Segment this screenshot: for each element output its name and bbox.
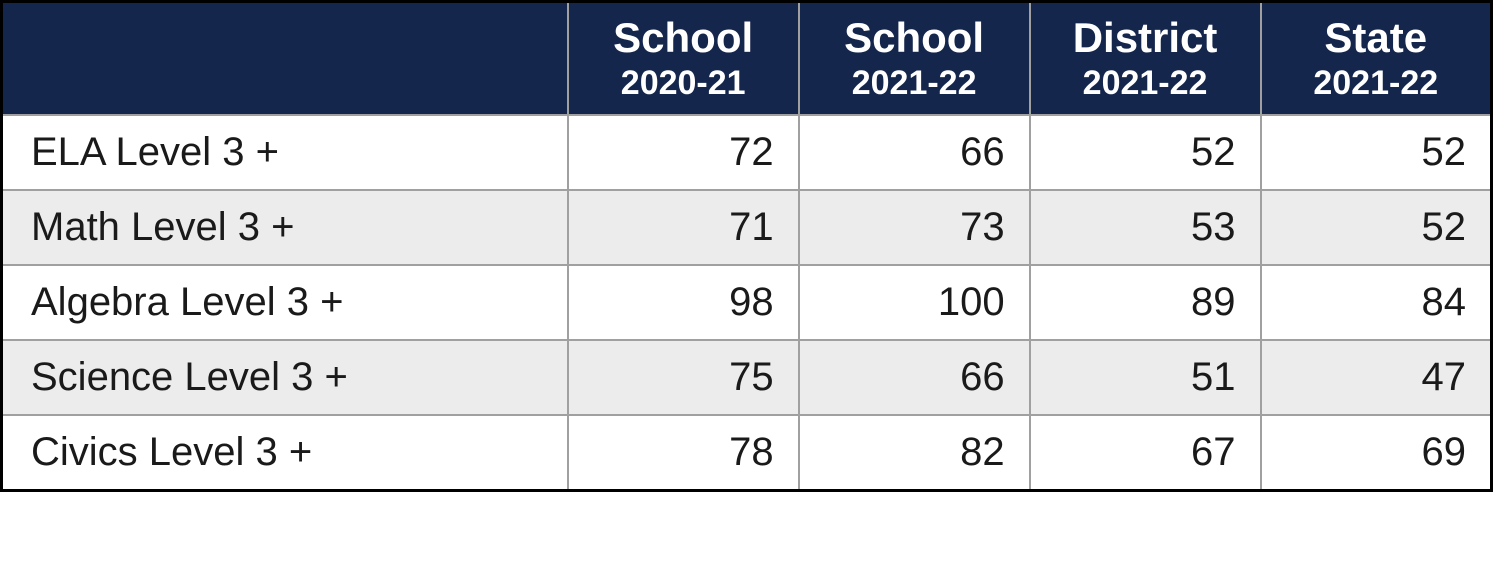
header-row: School 2020-21 School 2021-22 District 2…: [2, 2, 1492, 116]
cell-value: 75: [568, 340, 799, 415]
cell-value: 51: [1030, 340, 1261, 415]
row-label-algebra: Algebra Level 3 +: [2, 265, 568, 340]
header-line2: 2021-22: [1278, 63, 1474, 104]
header-line1: District: [1047, 13, 1244, 63]
header-line1: School: [816, 13, 1013, 63]
row-label-ela: ELA Level 3 +: [2, 115, 568, 190]
header-line1: State: [1278, 13, 1474, 63]
cell-value: 52: [1030, 115, 1261, 190]
header-state-2021-22: State 2021-22: [1261, 2, 1492, 116]
table-header: School 2020-21 School 2021-22 District 2…: [2, 2, 1492, 116]
performance-table: School 2020-21 School 2021-22 District 2…: [0, 0, 1493, 492]
row-label-civics: Civics Level 3 +: [2, 415, 568, 491]
cell-value: 73: [799, 190, 1030, 265]
header-school-2020-21: School 2020-21: [568, 2, 799, 116]
table-row: Science Level 3 + 75 66 51 47: [2, 340, 1492, 415]
header-district-2021-22: District 2021-22: [1030, 2, 1261, 116]
cell-value: 84: [1261, 265, 1492, 340]
table-row: Math Level 3 + 71 73 53 52: [2, 190, 1492, 265]
header-line2: 2021-22: [1047, 63, 1244, 104]
table-row: Algebra Level 3 + 98 100 89 84: [2, 265, 1492, 340]
header-school-2021-22: School 2021-22: [799, 2, 1030, 116]
cell-value: 66: [799, 340, 1030, 415]
row-label-math: Math Level 3 +: [2, 190, 568, 265]
cell-value: 67: [1030, 415, 1261, 491]
cell-value: 69: [1261, 415, 1492, 491]
cell-value: 71: [568, 190, 799, 265]
table-body: ELA Level 3 + 72 66 52 52 Math Level 3 +…: [2, 115, 1492, 491]
row-label-science: Science Level 3 +: [2, 340, 568, 415]
cell-value: 53: [1030, 190, 1261, 265]
cell-value: 82: [799, 415, 1030, 491]
header-line2: 2020-21: [585, 63, 782, 104]
cell-value: 98: [568, 265, 799, 340]
cell-value: 72: [568, 115, 799, 190]
cell-value: 52: [1261, 190, 1492, 265]
cell-value: 78: [568, 415, 799, 491]
header-line1: School: [585, 13, 782, 63]
cell-value: 52: [1261, 115, 1492, 190]
cell-value: 47: [1261, 340, 1492, 415]
cell-value: 66: [799, 115, 1030, 190]
header-blank: [2, 2, 568, 116]
table-row: Civics Level 3 + 78 82 67 69: [2, 415, 1492, 491]
cell-value: 100: [799, 265, 1030, 340]
table-row: ELA Level 3 + 72 66 52 52: [2, 115, 1492, 190]
header-line2: 2021-22: [816, 63, 1013, 104]
cell-value: 89: [1030, 265, 1261, 340]
